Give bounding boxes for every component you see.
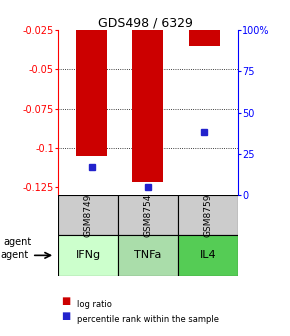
Text: GSM8759: GSM8759 xyxy=(203,193,212,237)
Text: TNFa: TNFa xyxy=(134,250,162,260)
Text: GSM8754: GSM8754 xyxy=(143,193,153,237)
Bar xyxy=(178,235,238,276)
Bar xyxy=(188,30,220,46)
Bar xyxy=(178,195,238,235)
Bar xyxy=(118,195,178,235)
Text: GSM8749: GSM8749 xyxy=(84,193,93,237)
Bar xyxy=(58,195,118,235)
Bar xyxy=(118,235,178,276)
Text: IFNg: IFNg xyxy=(75,250,101,260)
Text: percentile rank within the sample: percentile rank within the sample xyxy=(77,315,219,324)
Bar xyxy=(58,235,118,276)
Bar xyxy=(76,30,107,156)
Bar xyxy=(133,30,163,182)
Text: IL4: IL4 xyxy=(200,250,216,260)
Text: ■: ■ xyxy=(61,311,70,321)
Text: agent: agent xyxy=(3,237,31,247)
Text: agent: agent xyxy=(0,250,28,260)
Text: ■: ■ xyxy=(61,296,70,306)
Text: GDS498 / 6329: GDS498 / 6329 xyxy=(97,17,193,30)
Text: log ratio: log ratio xyxy=(77,300,112,308)
